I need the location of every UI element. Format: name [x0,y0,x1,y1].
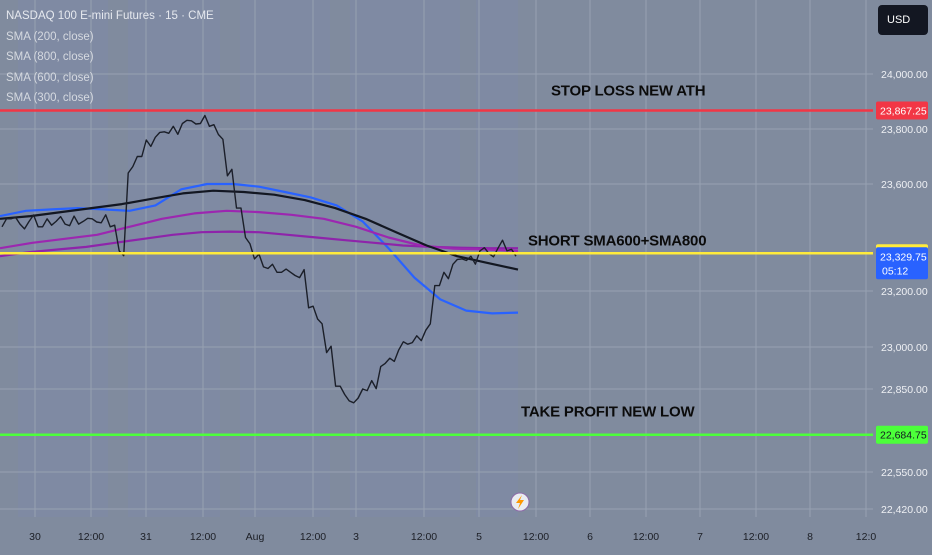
session-band [350,0,460,517]
x-tick-label: 12:0 [856,531,877,543]
price-tag-bg [876,425,928,444]
take-profit-label: TAKE PROFIT NEW LOW [521,404,695,421]
x-tick-label: 7 [697,531,703,543]
indicator-sma-600[interactable]: SMA (600, close) [6,71,94,84]
moving-averages [0,182,519,315]
price-tag-label: 23,867.25 [880,106,927,118]
x-tick-label: 12:00 [78,531,104,543]
session-band [240,0,330,517]
session-band [128,0,220,517]
y-tick-label: 22,850.00 [881,384,928,396]
level-annotations: STOP LOSS NEW ATH SHORT SMA600+SMA800 TAKE… [521,83,707,421]
price-tag-label: 22,684.75 [880,430,927,442]
currency-button[interactable]: USD [878,5,928,35]
indicator-sma-300[interactable]: SMA (300, close) [6,92,94,104]
symbol-title[interactable]: NASDAQ 100 E-mini Futures · 15 · CME [6,10,214,22]
x-tick-label: 12:00 [300,531,326,543]
x-tick-label: 5 [476,531,482,543]
x-axis-labels: 30 12:00 31 12:00 Aug 12:00 3 12:00 5 12:00 6 12:00… [29,531,876,543]
x-tick-label: 8 [807,531,813,543]
session-band [476,0,518,517]
x-tick-label: Aug [246,531,265,543]
lightning-icon[interactable] [510,492,530,512]
y-axis-labels: 24,000.00 23,800.00 23,600.00 23,200.00 23,0… [881,69,928,516]
time-axis[interactable] [0,517,932,550]
y-tick-label: 23,000.00 [881,342,928,354]
session-shading [18,0,518,517]
x-tick-label: 31 [140,531,152,543]
bar-countdown: 05:12 [882,265,908,277]
session-band [18,0,108,517]
entry-label: SHORT SMA600+SMA800 [528,232,706,249]
x-tick-label: 12:00 [743,531,769,543]
price-tag-bg [876,101,928,120]
horizontal-levels [0,109,873,436]
y-tick-label: 23,800.00 [881,124,928,136]
x-tick-label: 12:00 [523,531,549,543]
stop-loss-label: STOP LOSS NEW ATH [551,83,705,100]
sma-300-line[interactable] [0,189,519,271]
y-tick-label: 23,600.00 [881,179,928,191]
x-tick-label: 12:00 [190,531,216,543]
indicator-sma-200[interactable]: SMA (200, close) [6,30,94,43]
chart-legend: NASDAQ 100 E-mini Futures · 15 · CME SMA… [6,6,214,109]
y-tick-label: 22,550.00 [881,467,928,479]
last-price-tag [876,247,928,280]
y-tick-label: 24,000.00 [881,69,928,81]
y-tick-label: 22,420.00 [881,504,928,516]
x-tick-label: 3 [353,531,359,543]
indicator-sma-800[interactable]: SMA (800, close) [6,51,94,63]
price-tags: 23,867.2523,341.0022,684.7523,329.7505:1… [876,101,928,444]
x-tick-label: 12:00 [633,531,659,543]
y-tick-label: 23,200.00 [881,286,928,298]
grid-lines [0,0,873,517]
x-tick-label: 30 [29,531,41,543]
x-tick-label: 12:00 [411,531,437,543]
x-tick-label: 6 [587,531,593,543]
last-price-label: 23,329.75 [880,251,927,263]
